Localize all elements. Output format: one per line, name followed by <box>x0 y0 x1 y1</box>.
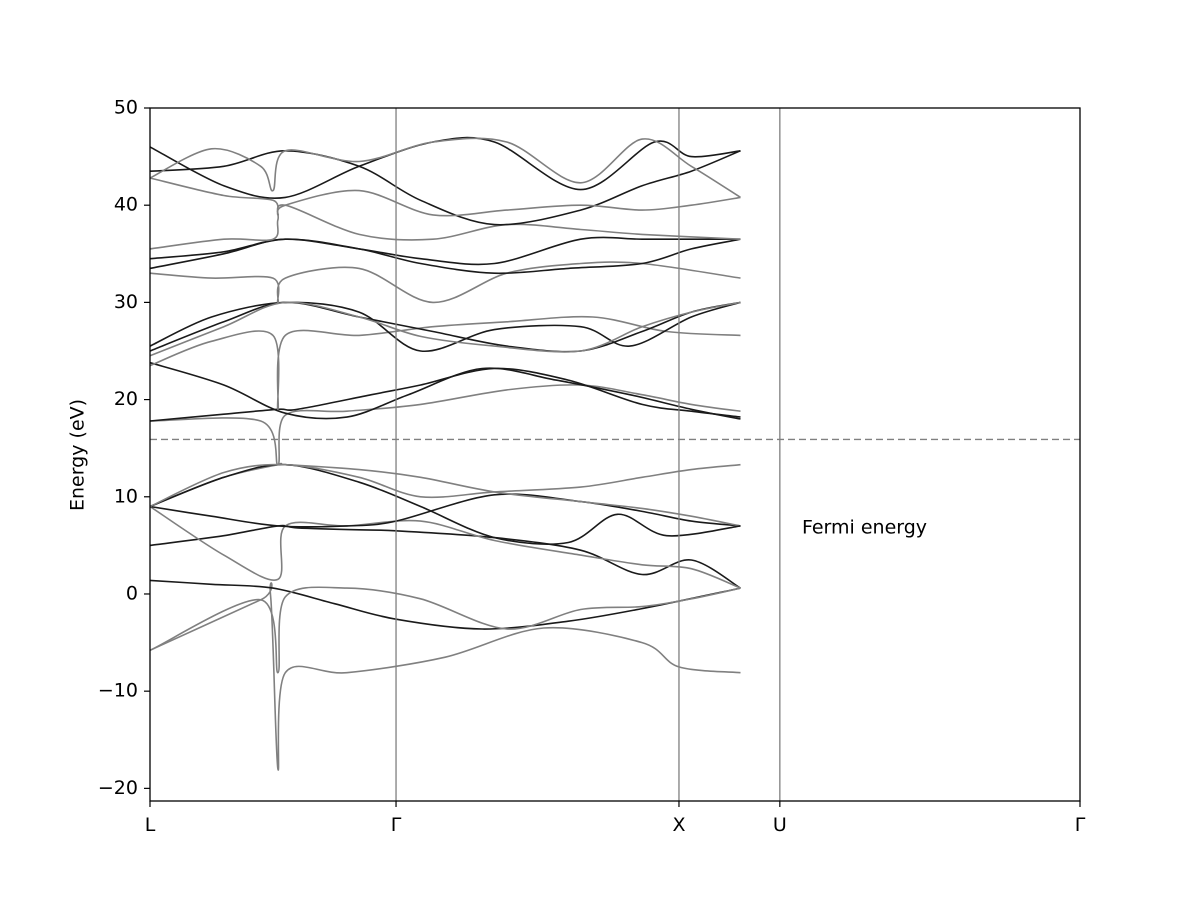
y-axis-ticks: 50 40 30 20 10 0 −10 −20 <box>98 97 150 799</box>
bands-layer <box>149 136 741 771</box>
band-line-13 <box>149 315 741 411</box>
band-line-17 <box>149 261 741 304</box>
y-tick-label: 30 <box>114 291 138 313</box>
x-tick-label: L <box>145 814 156 836</box>
band-line-6 <box>149 493 741 528</box>
band-line-7 <box>149 462 741 527</box>
x-tick-label: U <box>773 814 787 836</box>
band-line-2 <box>149 579 741 630</box>
y-tick-label: 20 <box>114 388 138 410</box>
band-line-9 <box>149 463 741 508</box>
y-tick-label: 50 <box>114 97 138 119</box>
band-line-16 <box>149 301 741 357</box>
band-line-19 <box>149 238 741 275</box>
y-tick-label: −20 <box>98 777 138 799</box>
y-tick-label: 10 <box>114 485 138 507</box>
y-tick-label: −10 <box>98 680 138 702</box>
x-tick-label: Γ <box>391 814 402 836</box>
band-line-12 <box>149 361 741 420</box>
band-line-24 <box>149 137 741 199</box>
band-line-1 <box>149 582 741 771</box>
x-tick-label: Γ <box>1075 814 1086 836</box>
band-line-10 <box>149 384 741 466</box>
band-line-8 <box>149 463 741 545</box>
y-axis-label: Energy (eV) <box>67 399 89 511</box>
band-line-5 <box>149 505 741 589</box>
plot-frame <box>149 107 1081 802</box>
band-line-14 <box>149 301 741 352</box>
band-line-4 <box>149 524 741 589</box>
y-tick-label: 40 <box>114 194 138 216</box>
band-line-23 <box>149 136 741 199</box>
symmetry-lines-layer <box>395 108 781 801</box>
band-line-21 <box>149 150 741 226</box>
x-tick-label: X <box>672 814 685 836</box>
band-line-20 <box>149 204 741 250</box>
fermi-energy-annotation: Fermi energy <box>802 517 927 539</box>
band-line-3 <box>149 586 741 674</box>
band-line-11 <box>149 367 741 422</box>
y-tick-label: 0 <box>126 582 138 604</box>
band-line-15 <box>149 301 741 353</box>
